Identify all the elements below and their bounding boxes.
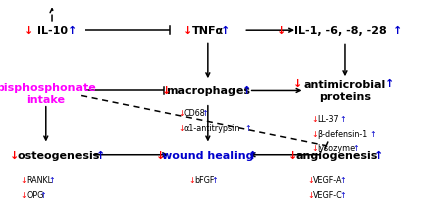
Text: ↓: ↓ [307, 190, 314, 199]
Text: ↑: ↑ [374, 150, 383, 160]
Text: ↑: ↑ [68, 26, 78, 36]
Text: macrophages: macrophages [166, 86, 250, 96]
Text: bisphosphonate
intake: bisphosphonate intake [0, 83, 96, 105]
Text: ↑: ↑ [339, 114, 346, 123]
Text: ↓: ↓ [312, 143, 318, 152]
Text: antimicrobial
proteins: antimicrobial proteins [304, 80, 386, 102]
Text: ↑: ↑ [352, 143, 359, 152]
Text: ↓: ↓ [24, 26, 34, 36]
Text: ↑: ↑ [385, 78, 394, 88]
Text: ↓: ↓ [183, 26, 192, 36]
Text: angiogenesis: angiogenesis [296, 150, 378, 160]
Text: ↑: ↑ [95, 150, 105, 160]
Text: bFGF: bFGF [194, 175, 215, 184]
Text: TNFα: TNFα [192, 26, 224, 36]
Text: osteogenesis: osteogenesis [17, 150, 100, 160]
Text: VEGF-A: VEGF-A [313, 175, 343, 184]
Text: LL-37: LL-37 [318, 114, 339, 123]
Text: α1-antitrypsin: α1-antitrypsin [184, 123, 240, 132]
Text: ↓: ↓ [307, 175, 314, 184]
Text: ↓: ↓ [288, 150, 297, 160]
Text: OPG: OPG [27, 190, 44, 199]
Text: ↑: ↑ [201, 109, 208, 118]
Text: ↓: ↓ [10, 150, 19, 160]
Text: ↓: ↓ [277, 26, 287, 36]
Text: ↑: ↑ [340, 175, 346, 184]
Text: ↓: ↓ [156, 150, 166, 160]
Text: ↓: ↓ [178, 123, 185, 132]
Text: VEGF-C: VEGF-C [313, 190, 343, 199]
Text: ↑: ↑ [393, 26, 402, 36]
Text: ↓: ↓ [178, 109, 185, 118]
Text: lysozyme: lysozyme [318, 143, 356, 152]
Text: ↑: ↑ [340, 190, 346, 199]
Text: ↑: ↑ [370, 129, 377, 138]
Text: ↑: ↑ [48, 175, 55, 184]
Text: β-defensin-1: β-defensin-1 [318, 129, 368, 138]
Text: ↓: ↓ [312, 114, 318, 123]
Text: ↓: ↓ [293, 78, 303, 88]
Text: CD68: CD68 [184, 109, 206, 118]
Text: ↓: ↓ [21, 190, 28, 199]
Text: ↑: ↑ [212, 175, 218, 184]
Text: ↓: ↓ [21, 175, 28, 184]
Text: wound healing: wound healing [162, 150, 254, 160]
Text: ↓: ↓ [312, 129, 318, 138]
Text: RANKL: RANKL [27, 175, 53, 184]
Text: ↑: ↑ [248, 150, 257, 160]
Text: IL-10: IL-10 [36, 26, 67, 36]
Text: IL-1, -6, -8, -28: IL-1, -6, -8, -28 [294, 26, 387, 36]
Text: ↑: ↑ [242, 86, 251, 96]
Text: ↑: ↑ [245, 123, 251, 132]
Text: ↑: ↑ [221, 26, 231, 36]
Text: ↑: ↑ [40, 190, 47, 199]
Text: ↓: ↓ [162, 86, 172, 96]
Text: ↓: ↓ [188, 175, 195, 184]
